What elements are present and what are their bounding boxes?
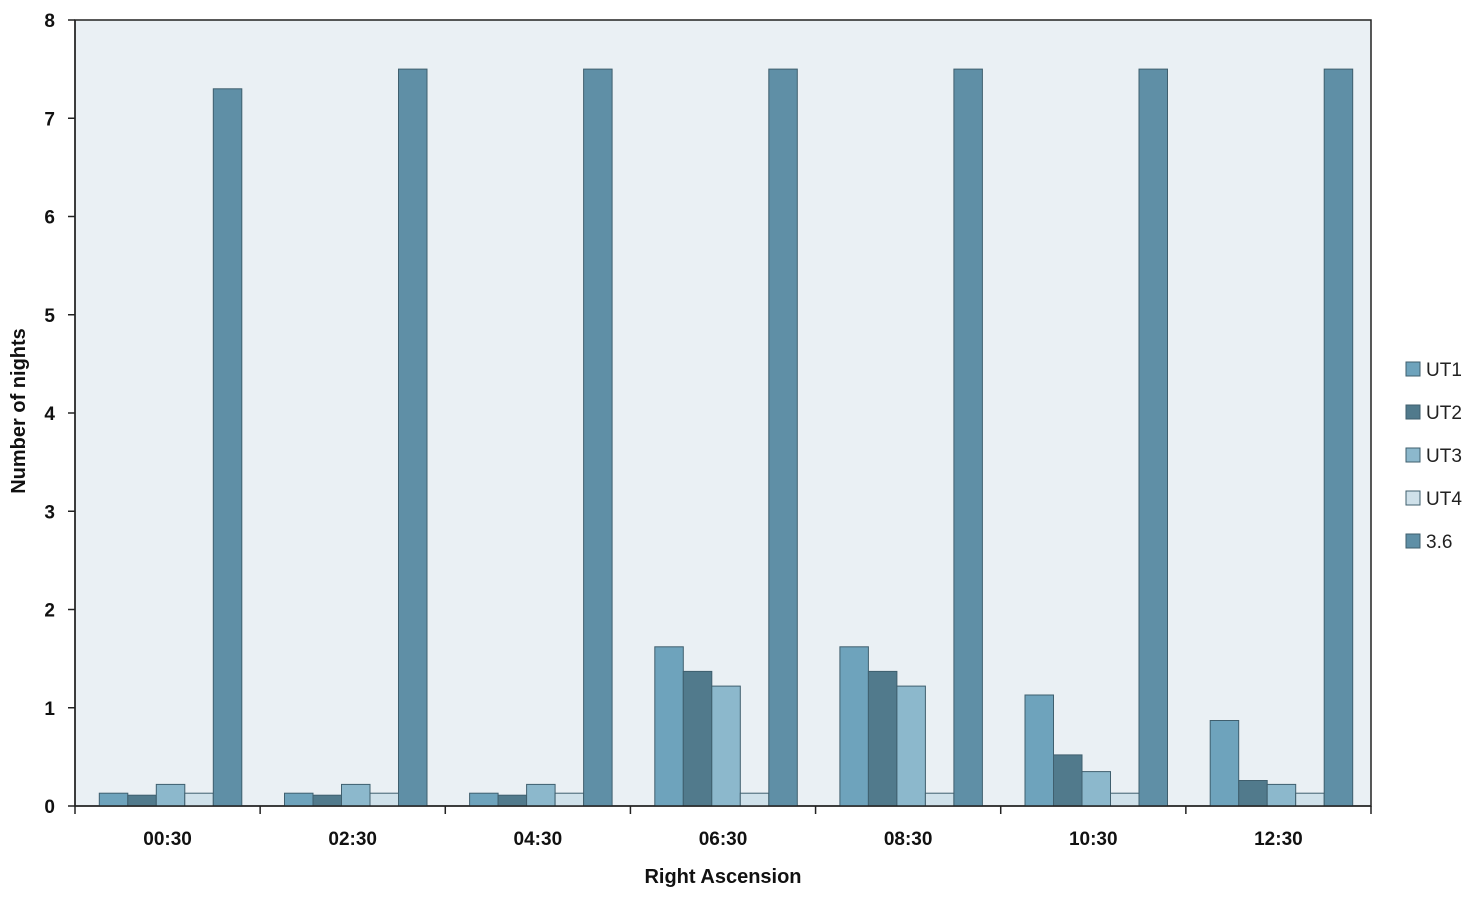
bar-UT1-0230 [284,792,314,807]
bar-UT3-0630 [711,685,741,807]
y-tick-label: 8 [44,11,55,32]
y-tick-label: 7 [44,109,55,130]
bar-UT2-1030 [1053,754,1083,807]
y-tick-label: 3 [44,502,55,523]
y-tick-label: 6 [44,208,55,229]
legend-label: UT4 [1426,489,1462,510]
x-axis-title: Right Ascension [644,866,801,888]
bar-UT2-0230 [312,794,342,807]
x-tick-label: 04:30 [514,829,563,850]
legend-label: 3.6 [1426,532,1452,553]
bar-UT3-0230 [341,783,371,807]
bar-UT4-0430 [554,792,585,807]
y-tick-label: 5 [44,306,55,327]
bar-UT1-0830 [839,646,869,807]
legend-swatch [1405,447,1421,463]
bar-UT2-1230 [1238,780,1268,807]
y-tick-label: 0 [44,797,55,818]
legend-swatch [1405,533,1421,549]
bar-36-0830 [953,68,983,807]
bar-UT1-0030 [98,792,129,807]
legend-swatch [1405,361,1421,377]
bar-UT4-0830 [924,792,955,807]
axes-layer [68,19,1372,814]
bar-36-0030 [212,88,243,807]
x-tick-label: 08:30 [884,829,933,850]
bar-UT3-1030 [1081,771,1111,807]
bar-36-1030 [1138,68,1168,807]
tick-labels-layer: 0 1 2 3 4 5 6 7 8 00:30 02:30 04:30 06:30 08:30 10:30 1… [44,11,1302,850]
bar-UT1-0630 [654,646,684,807]
legend-swatch [1405,490,1421,506]
x-tick-label: 00:30 [143,829,192,850]
bar-UT4-0630 [739,792,770,807]
bar-UT4-0230 [369,792,399,807]
bar-UT4-1030 [1110,792,1140,807]
bar-36-0430 [583,68,613,807]
bars-layer [98,68,1354,807]
x-tick-label: 12:30 [1254,829,1303,850]
x-tick-label: 06:30 [699,829,748,850]
legend-label: UT1 [1426,360,1462,381]
legend: UT1 UT2 UT3 UT4 3.6 [1405,360,1462,553]
bar-UT3-0430 [526,783,556,807]
y-axis-title: Number of nights [8,328,30,494]
y-tick-label: 4 [44,404,55,425]
legend-label: UT3 [1426,446,1462,467]
bar-UT3-0830 [896,685,926,807]
bar-36-0230 [398,68,428,807]
bar-UT2-0630 [682,670,713,807]
bar-36-0630 [768,68,798,807]
x-tick-label: 10:30 [1069,829,1118,850]
bar-UT1-1030 [1024,694,1054,807]
bar-36-1230 [1323,68,1354,807]
bar-UT4-0030 [184,792,214,807]
legend-label: UT2 [1426,403,1462,424]
y-tick-label: 1 [44,699,55,720]
bar-UT4-1230 [1295,792,1325,807]
bar-UT2-0430 [497,794,528,807]
bar-UT2-0830 [867,670,898,807]
x-tick-label: 02:30 [328,829,377,850]
bar-UT3-0030 [155,783,186,807]
bar-UT1-1230 [1209,720,1240,807]
bar-UT3-1230 [1266,783,1297,807]
bar-UT1-0430 [469,792,499,807]
legend-swatch [1405,404,1421,420]
bar-UT2-0030 [127,794,157,807]
y-tick-label: 2 [44,601,55,622]
